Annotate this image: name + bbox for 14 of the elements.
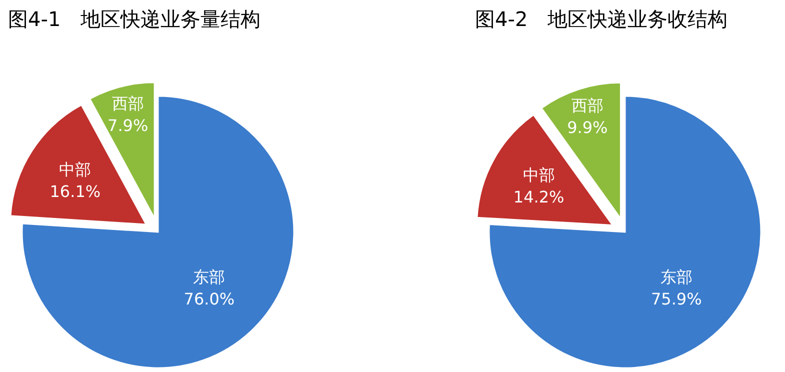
data-label: 76.0% bbox=[184, 290, 235, 309]
data-label: 16.1% bbox=[50, 182, 101, 202]
data-label: 75.9% bbox=[650, 289, 702, 308]
data-label: 7.9% bbox=[108, 116, 148, 135]
slice-label: 东部 bbox=[660, 267, 692, 286]
slice-label: 西部 bbox=[571, 96, 604, 116]
slice-label: 西部 bbox=[112, 94, 144, 113]
chart-title: 图4-1 地区快递业务量结构 bbox=[8, 7, 261, 31]
slice-label: 东部 bbox=[193, 268, 226, 287]
data-label: 9.9% bbox=[567, 118, 608, 138]
slice-label: 中部 bbox=[522, 166, 555, 185]
chart-title: 图4-2 地区快递业务收结构 bbox=[475, 7, 728, 31]
slice-label: 中部 bbox=[59, 160, 92, 180]
data-label: 14.2% bbox=[513, 188, 564, 207]
